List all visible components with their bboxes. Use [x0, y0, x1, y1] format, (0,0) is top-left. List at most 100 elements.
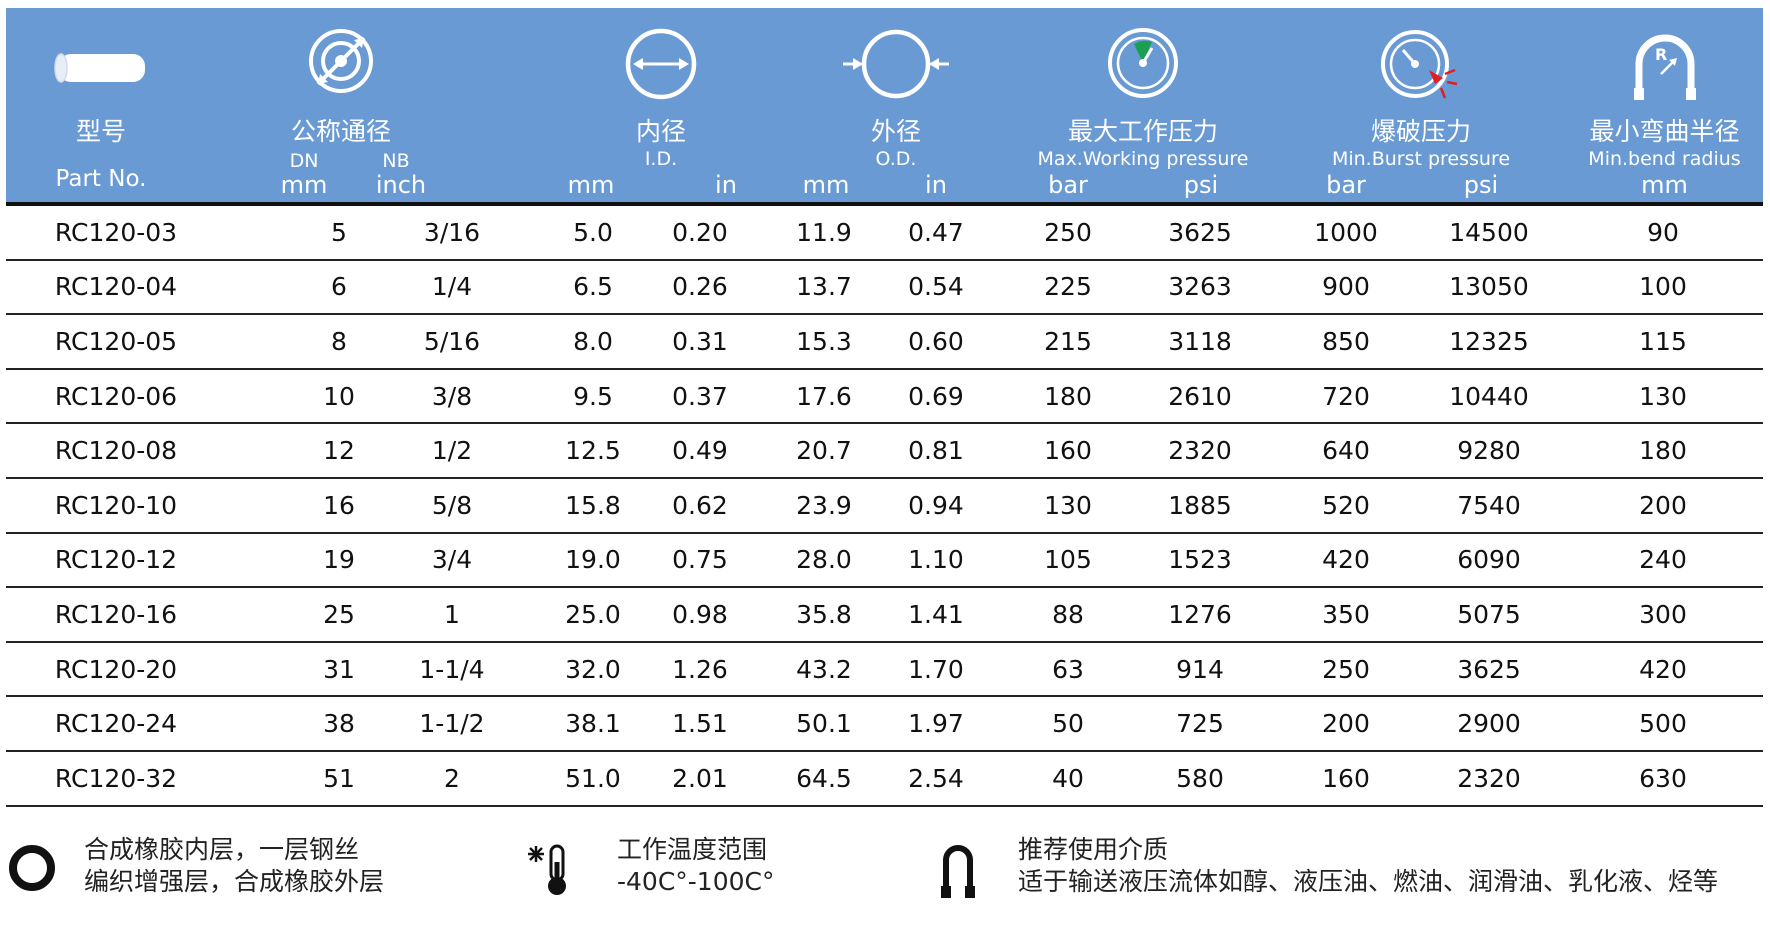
cell-nb-inch: 5/16 — [423, 326, 481, 356]
cell-id-in: 0.98 — [672, 599, 728, 629]
cell-working-bar: 130 — [1044, 490, 1092, 520]
header-nb-label: NB — [382, 150, 410, 172]
cell-od-mm: 17.6 — [796, 381, 852, 411]
cell-od-mm: 13.7 — [796, 272, 852, 302]
cell-working-psi: 2320 — [1168, 436, 1232, 466]
cell-part-no: RC120-16 — [54, 599, 178, 629]
cell-working-psi: 3625 — [1168, 217, 1232, 247]
header-working-unit-psi: psi — [1183, 171, 1219, 199]
cell-od-mm: 23.9 — [796, 490, 852, 520]
cell-part-no: RC120-10 — [54, 490, 178, 520]
cell-working-psi: 2610 — [1168, 381, 1232, 411]
cell-id-in: 1.51 — [672, 709, 728, 739]
header-working-pressure: 最大工作压力 Max.Working pressure bar psi — [1018, 8, 1268, 202]
cell-burst-psi: 6090 — [1457, 545, 1521, 575]
cell-nb-inch: 1/4 — [431, 272, 473, 302]
cell-working-psi: 1523 — [1168, 545, 1232, 575]
cell-od-mm: 64.5 — [796, 763, 852, 793]
spec-table-body: RC120-03 5 3/16 5.0 0.20 11.9 0.47 250 3625 1000 1… — [6, 206, 1763, 807]
header-inner-title-zh: 内径 — [635, 117, 686, 146]
cell-id-mm: 38.1 — [565, 709, 621, 739]
cell-id-mm: 5.0 — [573, 217, 613, 247]
svg-text:R: R — [1655, 45, 1667, 64]
cell-id-in: 0.20 — [672, 217, 728, 247]
cell-part-no: RC120-12 — [54, 545, 178, 575]
cell-working-bar: 40 — [1052, 763, 1084, 793]
cell-id-mm: 6.5 — [573, 272, 613, 302]
cell-bend-mm: 300 — [1639, 599, 1687, 629]
cell-nb-inch: 3/8 — [431, 381, 473, 411]
cell-bend-mm: 200 — [1639, 490, 1687, 520]
cell-od-in: 0.54 — [908, 272, 964, 302]
header-burst-title-en: Min.Burst pressure — [1331, 148, 1511, 170]
cell-dn-mm: 51 — [323, 763, 355, 793]
cell-id-in: 0.62 — [672, 490, 728, 520]
inner-diameter-icon — [625, 28, 697, 100]
table-header: 型号 Part No. 公称通径 DN NB mm inch — [6, 8, 1763, 202]
cell-od-in: 0.60 — [908, 326, 964, 356]
cell-burst-psi: 3625 — [1457, 654, 1521, 684]
table-row: RC120-05 8 5/16 8.0 0.31 15.3 0.60 215 3118 850 12… — [6, 315, 1763, 370]
cell-working-psi: 725 — [1176, 709, 1224, 739]
cell-od-mm: 20.7 — [796, 436, 852, 466]
cell-part-no: RC120-04 — [54, 272, 178, 302]
cell-part-no: RC120-05 — [54, 326, 178, 356]
header-dn-label: DN — [289, 150, 319, 172]
cell-id-mm: 12.5 — [565, 436, 621, 466]
cell-burst-bar: 900 — [1322, 272, 1370, 302]
hose-tube-icon — [54, 53, 145, 83]
cell-burst-bar: 520 — [1322, 490, 1370, 520]
cell-bend-mm: 115 — [1639, 326, 1687, 356]
header-bend-title-zh: 最小弯曲半径 — [1589, 117, 1740, 146]
header-nb-unit: inch — [375, 171, 427, 199]
cell-od-in: 0.94 — [908, 490, 964, 520]
footer-notes: 合成橡胶内层，一层钢丝 编织增强层，合成橡胶外层 工作温度范围 -40C°-10… — [0, 820, 1770, 933]
cell-working-psi: 580 — [1176, 763, 1224, 793]
cell-id-mm: 19.0 — [565, 545, 621, 575]
cell-od-in: 0.69 — [908, 381, 964, 411]
header-burst-unit-psi: psi — [1463, 171, 1499, 199]
table-row: RC120-32 51 2 51.0 2.01 64.5 2.54 40 580 160 2320 6… — [6, 752, 1763, 807]
header-outer-title-zh: 外径 — [870, 117, 921, 146]
ring-icon — [9, 845, 55, 891]
bend-radius-icon: R — [1633, 34, 1696, 100]
cell-od-in: 1.41 — [908, 599, 964, 629]
cell-working-psi: 3118 — [1168, 326, 1232, 356]
cell-od-in: 1.70 — [908, 654, 964, 684]
cell-od-in: 1.10 — [908, 545, 964, 575]
header-inner-title-en: I.D. — [644, 148, 678, 170]
cell-id-in: 0.37 — [672, 381, 728, 411]
cell-burst-bar: 350 — [1322, 599, 1370, 629]
cell-od-in: 0.81 — [908, 436, 964, 466]
header-inner-unit-in: in — [715, 171, 737, 199]
header-bend-unit-mm: mm — [1641, 171, 1688, 199]
cell-dn-mm: 10 — [323, 381, 355, 411]
header-part-title-zh: 型号 — [75, 117, 126, 146]
media-value: 适于输送液压流体如醇、液压油、燃油、润滑油、乳化液、烃等 — [1018, 867, 1719, 896]
cell-bend-mm: 420 — [1639, 654, 1687, 684]
table-row: RC120-20 31 1-1/4 32.0 1.26 43.2 1.70 63 914 250 3… — [6, 643, 1763, 698]
construction-note — [8, 844, 56, 896]
header-burst-title-zh: 爆破压力 — [1370, 117, 1471, 146]
cell-burst-bar: 1000 — [1314, 217, 1378, 247]
cell-id-mm: 51.0 — [565, 763, 621, 793]
header-part-title-en: Part No. — [55, 166, 147, 192]
cell-nb-inch: 1/2 — [431, 436, 473, 466]
header-outer-title-en: O.D. — [875, 148, 917, 170]
cell-bend-mm: 130 — [1639, 381, 1687, 411]
cell-working-bar: 215 — [1044, 326, 1092, 356]
nominal-diameter-icon — [309, 29, 373, 93]
cell-burst-psi: 13050 — [1449, 272, 1529, 302]
cell-od-in: 2.54 — [908, 763, 964, 793]
header-bend-title-en: Min.bend radius — [1588, 148, 1741, 170]
media-label: 推荐使用介质 — [1018, 835, 1169, 864]
table-row: RC120-24 38 1-1/2 38.1 1.51 50.1 1.97 50 725 200 2… — [6, 697, 1763, 752]
cell-nb-inch: 3/16 — [423, 217, 481, 247]
header-inner-unit-mm: mm — [567, 171, 615, 199]
cell-bend-mm: 500 — [1639, 709, 1687, 739]
cell-working-bar: 88 — [1052, 599, 1084, 629]
u-hose-icon — [941, 845, 975, 898]
cell-working-psi: 914 — [1176, 654, 1224, 684]
temperature-label: 工作温度范围 — [617, 835, 768, 864]
cell-dn-mm: 16 — [323, 490, 355, 520]
